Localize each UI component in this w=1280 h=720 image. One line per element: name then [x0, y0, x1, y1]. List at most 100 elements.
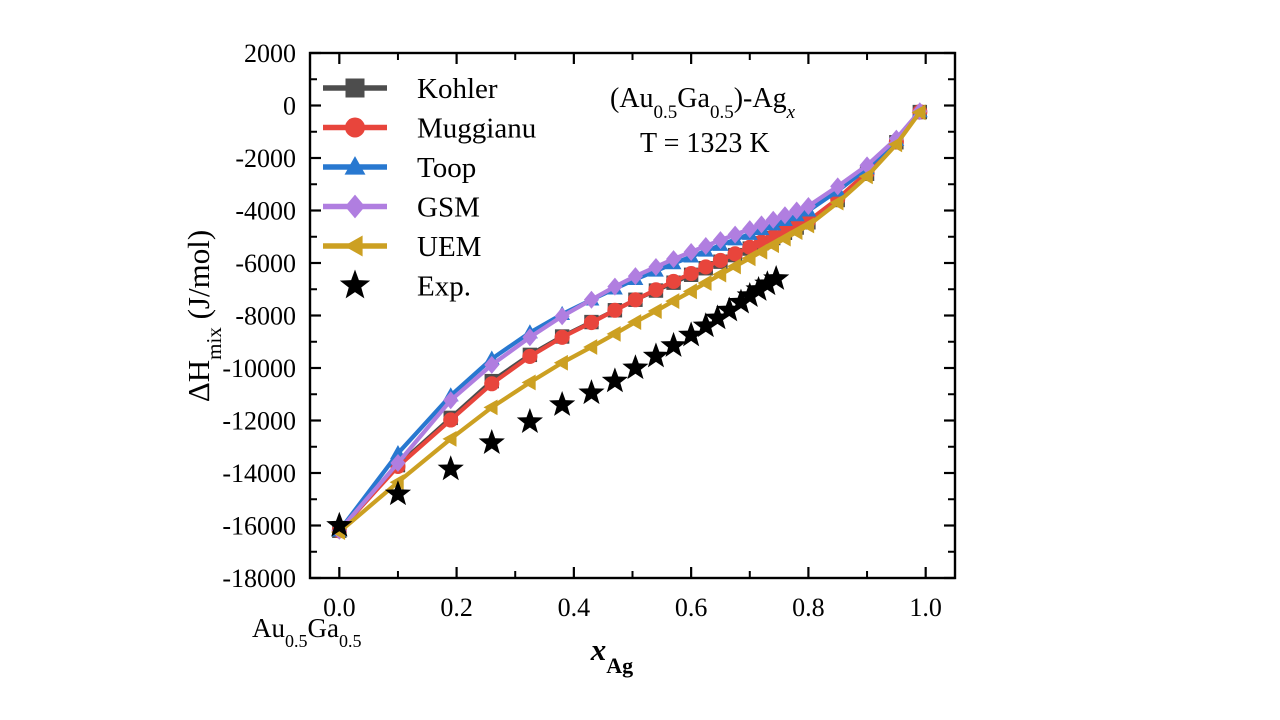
experimental-point-marker [326, 511, 353, 537]
y-tick-label: -2000 [235, 144, 296, 173]
experimental-point-marker [384, 480, 412, 506]
legend-marker [339, 269, 371, 299]
experimental-point-marker [622, 354, 649, 380]
y-axis-title: ΔHmix (J/mol) [181, 230, 226, 402]
data-point-marker [443, 412, 459, 428]
data-point-marker [858, 168, 873, 185]
y-axis-tick-labels: 2000 0 -2000 -4000 -6000 -8000 -10000 -12000 -14… [222, 39, 296, 593]
data-point-marker [665, 293, 680, 309]
data-point-marker [698, 259, 714, 275]
data-point-marker [607, 302, 623, 318]
y-tick-label: 2000 [244, 39, 296, 68]
data-point-marker [777, 206, 793, 225]
data-point-marker [829, 194, 844, 211]
y-tick-label: -8000 [235, 302, 296, 331]
experimental-point-marker [549, 390, 576, 416]
chart-legend: Kohler Muggianu Toop GSM UEM Exp. [323, 73, 536, 303]
x-tick-label: 1.0 [909, 593, 942, 622]
legend-label: GSM [417, 192, 480, 224]
experimental-point-marker [754, 270, 781, 296]
experimental-point-marker [678, 321, 705, 347]
data-point-marker [647, 303, 662, 319]
data-point-marker [800, 197, 816, 216]
y-tick-label: -12000 [222, 407, 296, 436]
legend-marker [345, 78, 365, 98]
data-point-marker [483, 399, 498, 416]
legend-item-toop[interactable]: Toop [323, 152, 476, 184]
data-point-marker [648, 282, 664, 298]
series-uem [331, 104, 926, 540]
y-tick-label: -10000 [222, 354, 296, 383]
data-point-marker [741, 250, 756, 267]
legend-label: Toop [417, 152, 476, 184]
experimental-point-marker [601, 367, 629, 393]
x-axis-ticks [338, 53, 927, 578]
experimental-point-marker [437, 455, 464, 481]
data-point-marker [484, 355, 500, 374]
y-tick-label: -16000 [222, 512, 296, 541]
legend-label: Exp. [417, 271, 471, 303]
data-point-marker [683, 265, 699, 282]
legend-label: Kohler [417, 73, 498, 105]
data-point-marker [627, 314, 642, 330]
experimental-point-marker [578, 379, 605, 405]
experimental-points-layer [326, 264, 790, 537]
experimental-point-marker [736, 282, 763, 307]
legend-item-kohler[interactable]: Kohler [323, 73, 498, 105]
experimental-point-marker [660, 331, 687, 357]
experimental-point-marker [516, 408, 543, 433]
x-tick-label: 0.8 [792, 593, 825, 622]
data-point-marker [627, 267, 643, 286]
legend-item-uem[interactable]: UEM [323, 231, 481, 263]
data-point-marker [712, 266, 727, 283]
data-point-marker [776, 230, 791, 247]
legend-marker [344, 156, 366, 175]
data-point-marker [800, 217, 815, 234]
x-tick-label: 0.0 [323, 593, 356, 622]
data-point-marker [712, 252, 729, 268]
y-tick-label: -18000 [222, 564, 296, 593]
data-point-marker [682, 283, 697, 300]
legend-marker [344, 235, 363, 257]
data-point-marker [583, 290, 600, 309]
chart-annotations: (Au0.5Ga0.5)-Agx T = 1323 K Au0.5Ga0.5 [252, 83, 796, 651]
data-point-marker [665, 250, 682, 269]
data-point-marker [888, 136, 903, 153]
legend-item-gsm[interactable]: GSM [323, 192, 480, 224]
data-point-marker [665, 273, 682, 289]
x-tick-label: 0.2 [440, 593, 473, 622]
experimental-point-marker [478, 429, 505, 454]
x-axis-title: xAg [590, 632, 633, 678]
data-point-marker [553, 354, 568, 371]
x-axis-tick-labels: 0.0 0.2 0.4 0.6 0.8 1.0 [323, 593, 942, 622]
legend-label: UEM [417, 231, 481, 263]
legend-item-muggianu[interactable]: Muggianu [323, 113, 536, 145]
data-point-marker [726, 258, 741, 275]
data-point-marker [583, 315, 600, 331]
y-tick-label: 0 [283, 92, 296, 121]
data-point-marker [554, 329, 570, 345]
data-point-marker [390, 454, 406, 473]
data-point-marker [727, 246, 743, 262]
y-tick-label: -6000 [235, 249, 296, 278]
y-axis-ticks [310, 51, 955, 580]
experimental-point-marker [716, 296, 743, 322]
data-point-marker [521, 374, 536, 391]
data-point-marker [606, 325, 621, 342]
legend-label: Muggianu [417, 113, 536, 145]
data-point-marker [742, 239, 758, 255]
data-point-marker [443, 391, 459, 410]
y-tick-label: -14000 [222, 459, 296, 488]
data-point-marker [627, 292, 643, 308]
data-point-marker [583, 339, 598, 355]
y-tick-label: -4000 [235, 197, 296, 226]
experimental-point-marker [704, 304, 731, 330]
experimental-point-marker [692, 312, 719, 338]
corner-composition-label: Au0.5Ga0.5 [252, 613, 361, 651]
legend-item-exp[interactable]: Exp. [339, 269, 471, 303]
axis-titles: xAg ΔHmix (J/mol) [181, 230, 633, 678]
experimental-point-marker [727, 288, 755, 314]
data-point-marker [697, 275, 712, 291]
